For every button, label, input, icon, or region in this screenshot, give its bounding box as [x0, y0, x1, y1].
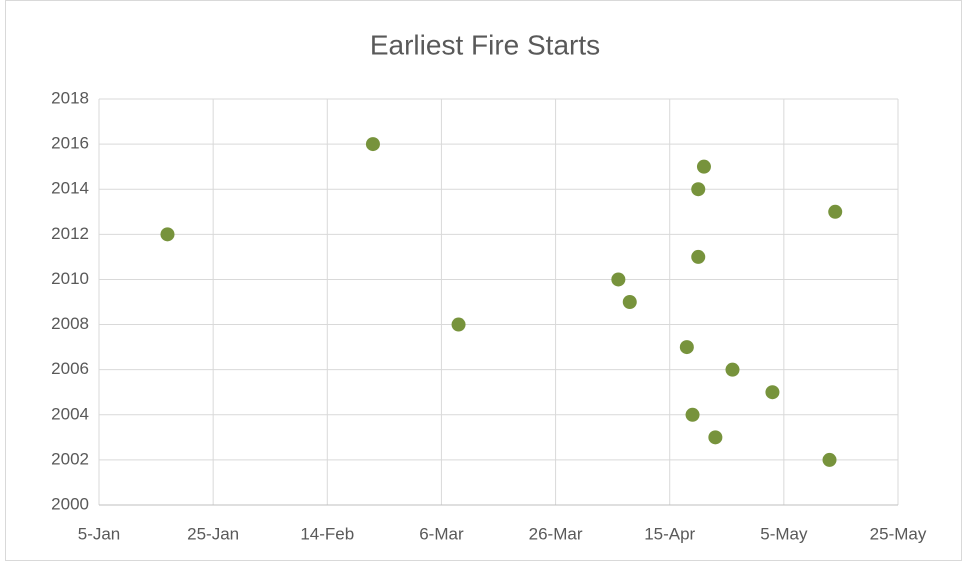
- point: [622, 295, 637, 309]
- x-tick-label: 5-May: [760, 524, 808, 543]
- point: [365, 137, 380, 152]
- y-tick-label: 2000: [51, 494, 89, 513]
- y-tick-label: 2016: [51, 134, 89, 153]
- y-tick-label: 2006: [51, 359, 89, 378]
- y-tick-label: 2010: [51, 269, 89, 288]
- point: [708, 430, 723, 445]
- x-tick-label: 14-Feb: [300, 524, 354, 543]
- point: [160, 227, 175, 242]
- point: [611, 272, 626, 287]
- point: [725, 362, 740, 377]
- point: [691, 249, 706, 264]
- point: [822, 452, 837, 467]
- point: [765, 385, 780, 400]
- chart-title: Earliest Fire Starts: [370, 29, 600, 60]
- x-tick-label: 15-Apr: [644, 524, 695, 543]
- x-tick-label: 25-Jan: [187, 524, 239, 543]
- point: [451, 317, 466, 332]
- point: [828, 204, 843, 219]
- point: [685, 407, 700, 422]
- y-tick-label: 2018: [51, 88, 89, 107]
- x-tick-label: 5-Jan: [78, 524, 121, 543]
- y-tick-label: 2004: [51, 404, 89, 423]
- x-tick-label: 25-May: [870, 524, 927, 543]
- y-tick-label: 2002: [51, 449, 89, 468]
- x-tick-label: 26-Mar: [529, 524, 583, 543]
- point: [691, 182, 706, 197]
- y-tick-label: 2012: [51, 224, 89, 243]
- y-tick-label: 2014: [51, 179, 89, 198]
- chart-border: [5, 0, 962, 561]
- y-tick-label: 2008: [51, 314, 89, 333]
- point: [696, 159, 711, 174]
- point: [679, 340, 694, 355]
- x-tick-label: 6-Mar: [419, 524, 464, 543]
